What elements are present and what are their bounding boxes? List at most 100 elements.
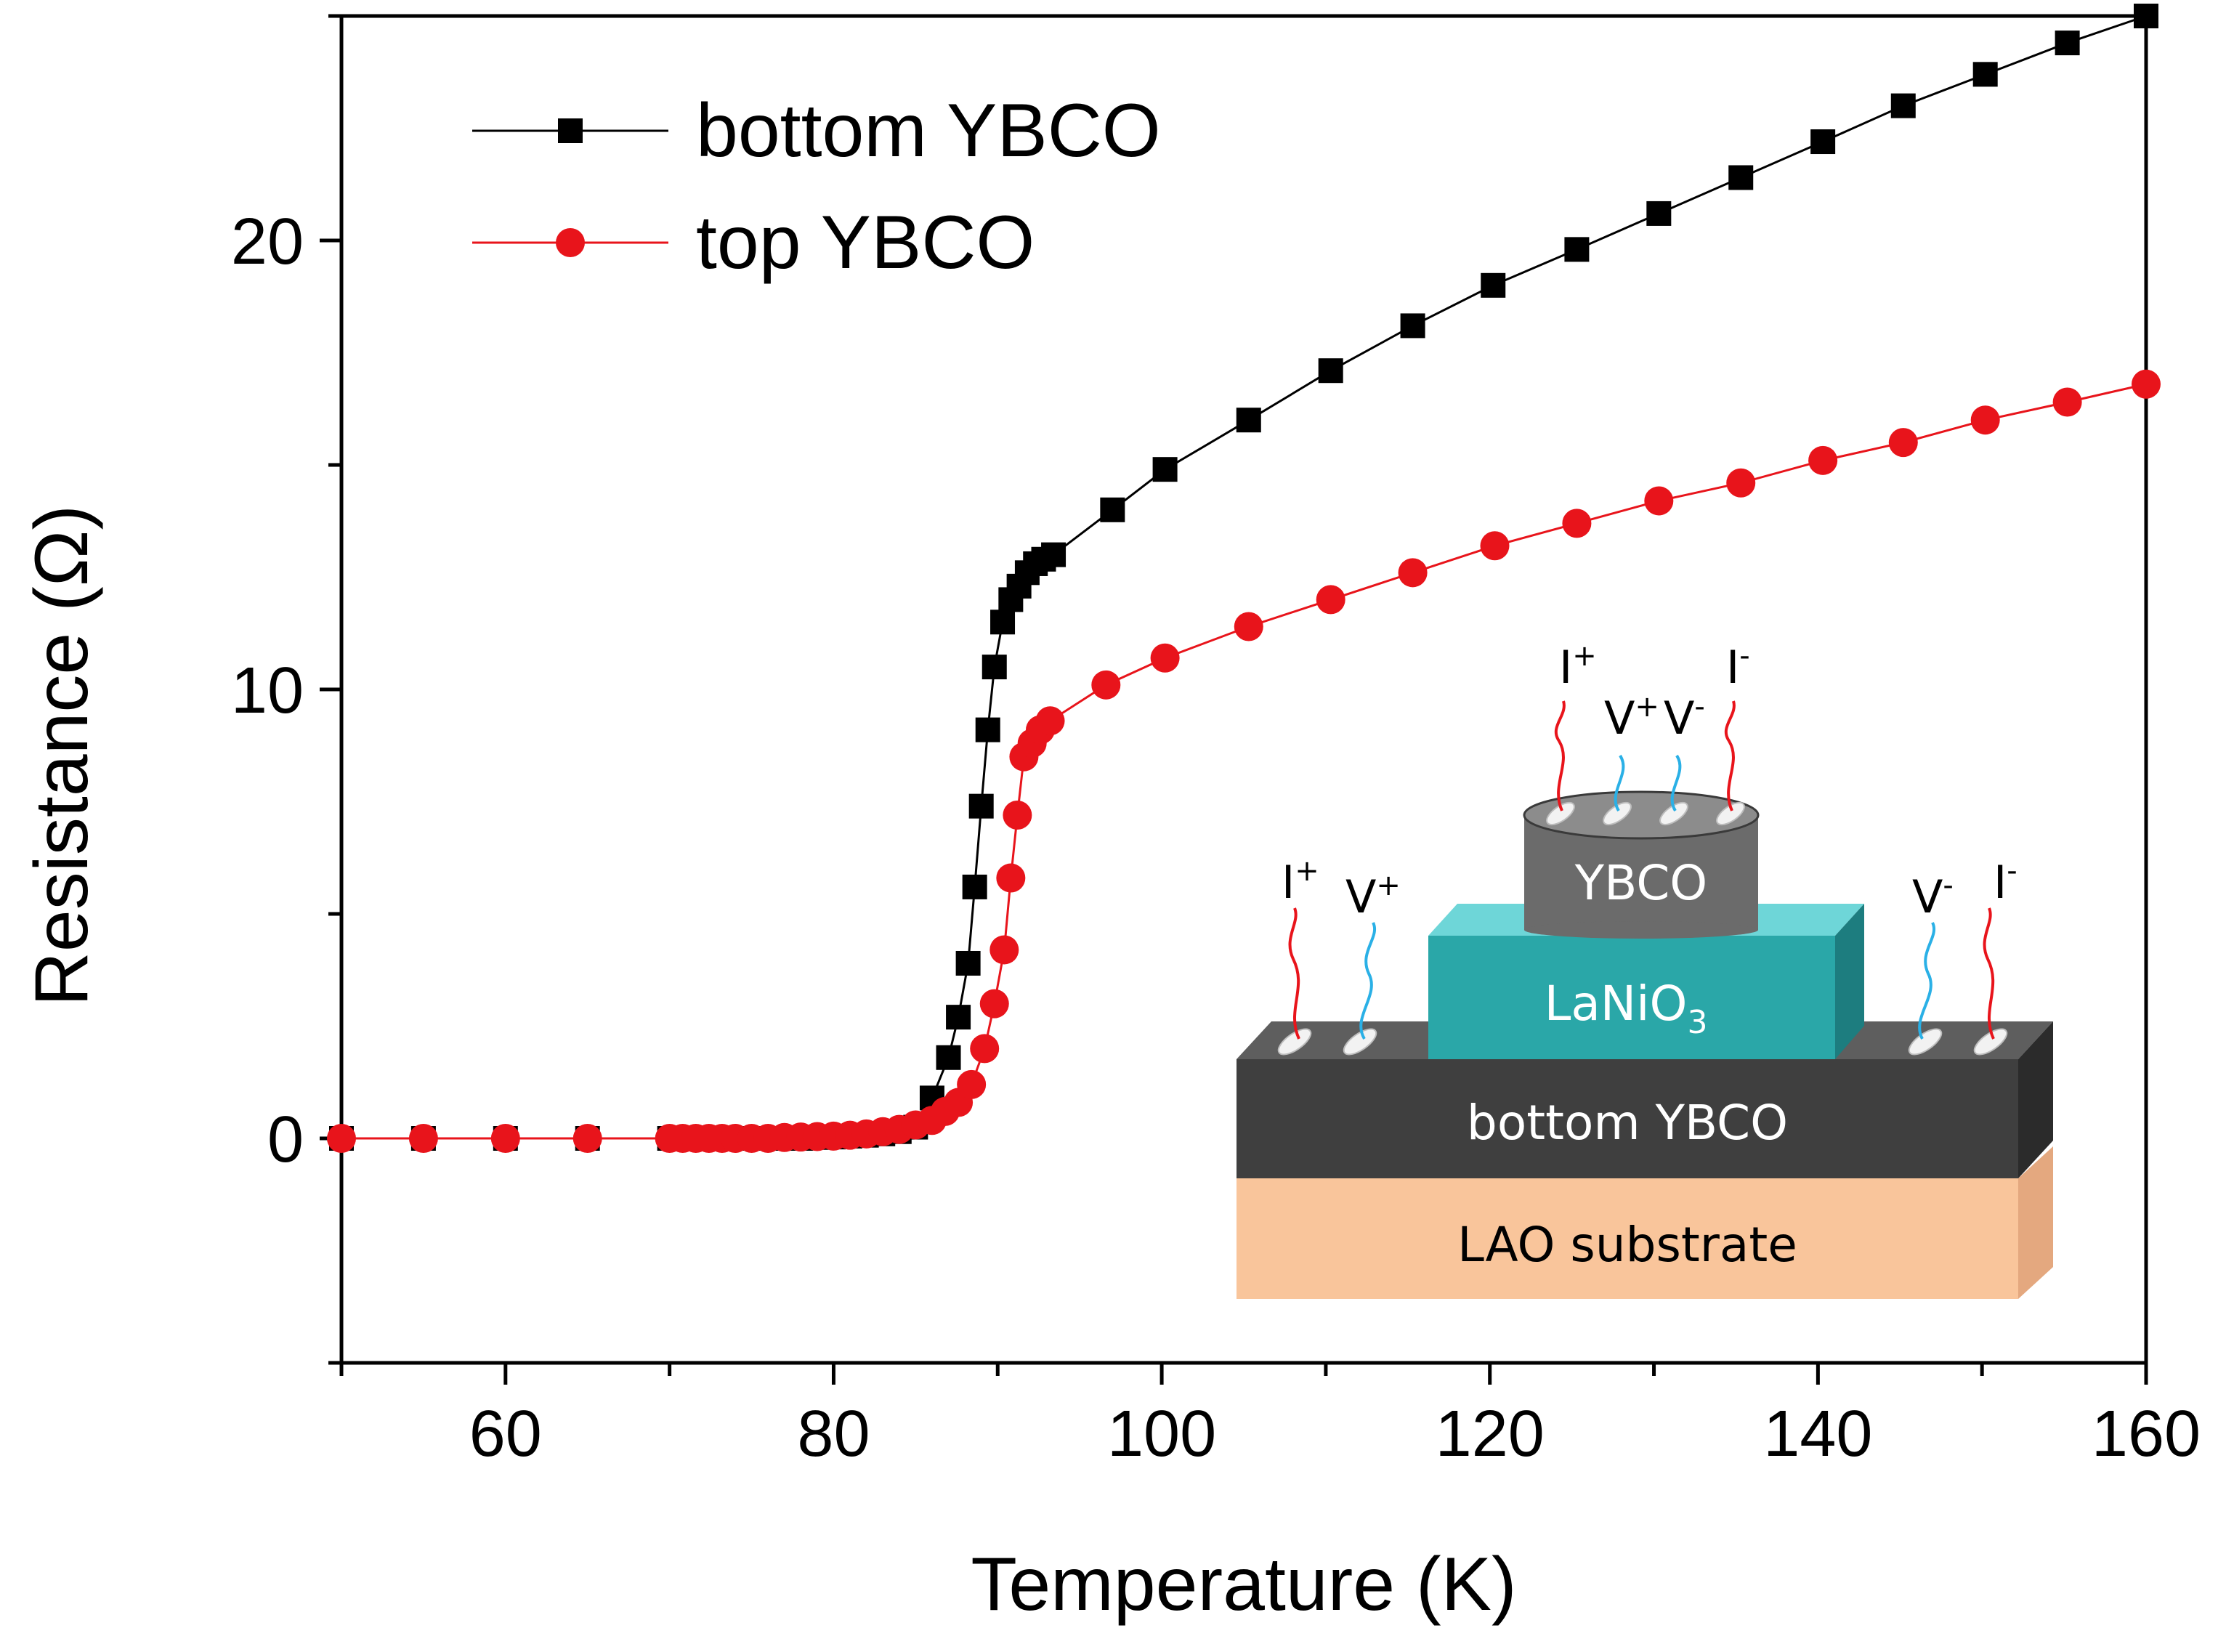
- data-point-top-ybco: [989, 935, 1019, 965]
- data-point-bottom-ybco: [968, 793, 994, 819]
- top-ybco-cylinder-cap: [1523, 790, 1760, 840]
- label-bottom-i-minus: I-: [1994, 854, 2017, 909]
- wire-bottom-v-plus: [1359, 922, 1376, 1040]
- data-point-top-ybco: [1562, 509, 1592, 538]
- pad-bottom-i-minus: [1973, 1028, 2008, 1056]
- wire-bottom-v-minus: [1918, 922, 1935, 1040]
- top-ybco-cylinder-base: [1524, 921, 1758, 939]
- pad-top-v-plus: [1603, 801, 1632, 826]
- lanio3-side-face: [1835, 904, 1864, 1059]
- substrate-side-face: [2018, 1146, 2053, 1299]
- data-point-bottom-ybco: [1041, 542, 1067, 567]
- data-point-bottom-ybco: [1152, 457, 1178, 482]
- label-bottom-v-minus: V-: [1912, 869, 1954, 923]
- data-point-top-ybco: [2052, 387, 2082, 417]
- data-point-bottom-ybco: [1890, 93, 1916, 118]
- wire-bottom-i-minus: [1983, 907, 1995, 1040]
- data-point-bottom-ybco: [1481, 272, 1506, 298]
- data-point-top-ybco: [1726, 468, 1756, 498]
- data-point-bottom-ybco: [2055, 31, 2080, 56]
- lanio3-label-base: LaNiO: [1545, 976, 1688, 1032]
- pad-bottom-v-plus: [1343, 1028, 1377, 1056]
- data-point-bottom-ybco: [1564, 237, 1590, 262]
- data-point-top-ybco: [1480, 531, 1510, 561]
- data-point-bottom-ybco: [982, 655, 1007, 680]
- data-point-bottom-ybco: [962, 874, 987, 899]
- wire-top-v-plus: [1614, 754, 1625, 812]
- x-ticks: 60 80 100 120 140 160: [339, 1363, 2201, 1470]
- bottom-ybco-front-face: [1237, 1059, 2018, 1178]
- legend-label-top-ybco: top YBCO: [696, 201, 1035, 285]
- data-point-top-ybco: [1035, 706, 1065, 736]
- data-point-bottom-ybco: [946, 1005, 971, 1030]
- data-point-top-ybco: [408, 1124, 438, 1153]
- legend-marker-bottom-ybco: [558, 118, 583, 143]
- x-axis-title: Temperature (K): [971, 1542, 1516, 1627]
- top-ybco-label: YBCO: [1574, 855, 1707, 911]
- data-point-top-ybco: [490, 1124, 520, 1153]
- data-point-bottom-ybco: [1810, 129, 1836, 155]
- data-point-top-ybco: [957, 1069, 987, 1099]
- data-point-top-ybco: [1644, 486, 1674, 516]
- substrate-label: LAO substrate: [1457, 1217, 1797, 1273]
- x-tick-label: 120: [1436, 1398, 1545, 1470]
- wire-top-i-minus: [1724, 700, 1736, 811]
- pad-top-i-minus: [1716, 801, 1745, 826]
- y-tick-label: 10: [231, 655, 304, 727]
- data-point-bottom-ybco: [1318, 358, 1343, 384]
- data-point-bottom-ybco: [1400, 313, 1425, 339]
- bottom-ybco-label: bottom YBCO: [1467, 1095, 1788, 1151]
- contact-labels: I+ V+ V- I- I+ V+ V- I-: [1282, 639, 2017, 923]
- device-schematic-inset: LAO substrate bottom YBCO LaNiO3 YBCO: [1237, 639, 2053, 1299]
- substrate-front-face: [1237, 1178, 2018, 1299]
- data-point-top-ybco: [1234, 612, 1263, 641]
- data-point-top-ybco: [1316, 585, 1345, 615]
- data-point-bottom-ybco: [1236, 408, 1261, 433]
- data-point-bottom-ybco: [990, 610, 1016, 635]
- data-point-top-ybco: [979, 989, 1009, 1019]
- y-ticks: 0 10 20: [231, 14, 341, 1365]
- data-point-bottom-ybco: [2134, 4, 2158, 28]
- data-point-top-ybco: [1888, 428, 1918, 458]
- data-point-top-ybco: [996, 863, 1026, 893]
- label-top-i-plus: I+: [1559, 639, 1597, 694]
- data-point-bottom-ybco: [975, 717, 1000, 742]
- data-point-top-ybco: [1808, 445, 1838, 475]
- x-tick-label: 160: [2092, 1398, 2201, 1470]
- data-point-bottom-ybco: [936, 1045, 961, 1070]
- data-point-bottom-ybco: [1972, 62, 1998, 87]
- x-tick-label: 80: [797, 1398, 870, 1470]
- data-point-top-ybco: [1398, 558, 1428, 588]
- y-tick-label: 20: [231, 206, 304, 278]
- lanio3-label: LaNiO3: [1545, 976, 1708, 1041]
- label-bottom-v-plus: V+: [1345, 869, 1401, 923]
- data-point-bottom-ybco: [1646, 201, 1672, 226]
- data-point-top-ybco: [1970, 405, 2000, 435]
- data-point-top-ybco: [1091, 670, 1121, 700]
- series-layer: [327, 4, 2161, 1153]
- label-top-v-plus: V+: [1604, 690, 1659, 745]
- pad-top-v-minus: [1659, 801, 1688, 826]
- contact-pads: [1277, 801, 2008, 1056]
- wire-top-i-plus: [1554, 700, 1566, 811]
- data-point-top-ybco: [1150, 643, 1180, 673]
- legend-marker-top-ybco: [556, 228, 585, 257]
- data-point-top-ybco: [970, 1034, 1000, 1064]
- y-tick-label: 0: [267, 1104, 304, 1176]
- series-line-bottom-ybco: [341, 15, 2147, 1140]
- x-tick-label: 100: [1107, 1398, 1216, 1470]
- y-axis-title: Resistance (Ω): [20, 505, 104, 1006]
- label-top-i-minus: I-: [1726, 639, 1750, 694]
- data-point-top-ybco: [327, 1124, 356, 1153]
- wire-top-v-minus: [1670, 754, 1682, 812]
- data-point-bottom-ybco: [955, 950, 981, 976]
- data-point-top-ybco: [1003, 801, 1032, 830]
- wire-bottom-i-plus: [1288, 907, 1300, 1040]
- wires: [1288, 700, 1995, 1040]
- data-point-bottom-ybco: [1100, 497, 1125, 522]
- pad-bottom-i-plus: [1277, 1028, 1312, 1056]
- data-point-top-ybco: [2132, 369, 2161, 399]
- lanio3-label-subscript: 3: [1687, 1004, 1707, 1041]
- legend: bottom YBCO top YBCO: [472, 89, 1161, 285]
